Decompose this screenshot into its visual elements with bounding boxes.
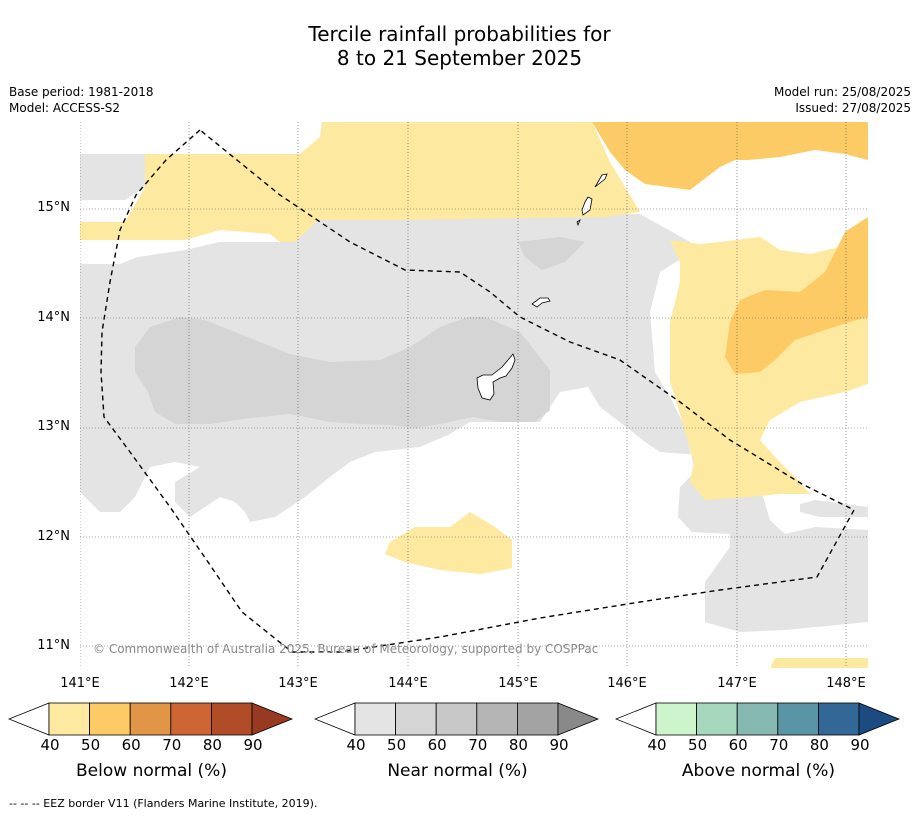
colorbar-tick-label: 80 xyxy=(508,736,528,754)
lat-label-13: 13°N xyxy=(37,419,70,434)
island-rota xyxy=(531,297,551,308)
island-guam xyxy=(476,353,516,401)
island-aguijan xyxy=(576,218,581,227)
colorbar-segment xyxy=(210,702,253,736)
below-normal-50-region xyxy=(592,122,868,374)
colorbar-tick-label: 40 xyxy=(647,736,667,754)
colorbar-segment xyxy=(817,702,860,736)
colorbar-2 xyxy=(314,702,600,736)
colorbar-tick-label: 50 xyxy=(81,736,101,754)
colorbar-segment xyxy=(476,702,518,736)
islands xyxy=(476,173,608,401)
model-run: Model run: 25/08/2025 xyxy=(773,85,911,99)
colorbar-segment xyxy=(655,702,697,736)
meta-right: Model run: 25/08/2025 Issued: 27/08/2025 xyxy=(774,84,911,116)
colorbar-over-arrow xyxy=(557,702,600,736)
model-name: Model: ACCESS-S2 xyxy=(9,101,121,115)
lat-label-15: 15°N xyxy=(37,200,70,215)
colorbar-segment xyxy=(129,702,172,736)
lon-label-141: 141°E xyxy=(60,676,100,691)
colorbar-tick-label: 90 xyxy=(243,736,263,754)
lon-label-148: 148°E xyxy=(826,676,866,691)
colorbar-under-arrow xyxy=(314,702,356,736)
colorbar-tick-label: 90 xyxy=(549,736,569,754)
colorbar-tick-label: 80 xyxy=(809,736,829,754)
colorbar-segment xyxy=(170,702,212,736)
colorbar-segment xyxy=(777,702,819,736)
colorbar-segment xyxy=(48,702,90,736)
colorbar-3 xyxy=(615,702,901,736)
colorbar-title: Above normal (%) xyxy=(681,761,836,781)
rainfall-map xyxy=(80,122,868,668)
colorbar-tick-label: 70 xyxy=(162,736,182,754)
lon-label-143: 143°E xyxy=(278,676,318,691)
colorbar-segment xyxy=(696,702,738,736)
title-line-2: 8 to 21 September 2025 xyxy=(336,46,583,70)
lat-label-14: 14°N xyxy=(37,310,70,325)
eez-border xyxy=(100,129,855,653)
map-title: Tercile rainfall probabilities for 8 to … xyxy=(0,22,919,70)
lat-label-11: 11°N xyxy=(37,638,70,653)
colorbar-tick-label: 60 xyxy=(427,736,447,754)
near-normal-50-region xyxy=(135,237,585,428)
island-tinian xyxy=(581,196,593,216)
colorbar-segment xyxy=(736,702,779,736)
gridlines xyxy=(80,122,868,668)
lon-label-147: 147°E xyxy=(717,676,757,691)
colorbar-segment xyxy=(516,702,559,736)
island-saipan xyxy=(594,173,608,188)
lat-label-12: 12°N xyxy=(37,529,70,544)
colorbar-tick-label: 40 xyxy=(346,736,366,754)
colorbar-segment xyxy=(89,702,131,736)
colorbar-segment xyxy=(435,702,478,736)
meta-left: Base period: 1981-2018 Model: ACCESS-S2 xyxy=(9,84,154,116)
title-line-1: Tercile rainfall probabilities for xyxy=(308,22,611,46)
colorbar-title: Near normal (%) xyxy=(387,761,528,781)
colorbar-tick-label: 50 xyxy=(688,736,708,754)
copyright-notice: © Commonwealth of Australia 2025, Bureau… xyxy=(93,642,599,656)
lon-label-142: 142°E xyxy=(169,676,209,691)
colorbar-tick-label: 90 xyxy=(850,736,870,754)
lon-label-145: 145°E xyxy=(498,676,538,691)
colorbar-title: Below normal (%) xyxy=(76,761,227,781)
colorbar-segment xyxy=(354,702,396,736)
colorbar-segment xyxy=(395,702,437,736)
base-period: Base period: 1981-2018 xyxy=(9,85,154,99)
colorbar-tick-label: 80 xyxy=(202,736,222,754)
lon-label-146: 146°E xyxy=(607,676,647,691)
colorbar-tick-label: 40 xyxy=(40,736,60,754)
colorbar-tick-label: 70 xyxy=(769,736,789,754)
colorbar-over-arrow xyxy=(251,702,294,736)
colorbar-tick-label: 70 xyxy=(468,736,488,754)
near-normal-40-region xyxy=(80,154,868,668)
colorbar-tick-label: 60 xyxy=(121,736,141,754)
colorbar-under-arrow xyxy=(615,702,657,736)
colorbar-under-arrow xyxy=(8,702,50,736)
colorbar-1 xyxy=(8,702,294,736)
colorbar-tick-label: 60 xyxy=(728,736,748,754)
lon-label-144: 144°E xyxy=(388,676,428,691)
colorbar-tick-label: 50 xyxy=(387,736,407,754)
issued-date: Issued: 27/08/2025 xyxy=(795,101,911,115)
eez-footnote: -- -- -- EEZ border V11 (Flanders Marine… xyxy=(9,797,318,810)
colorbar-over-arrow xyxy=(858,702,901,736)
